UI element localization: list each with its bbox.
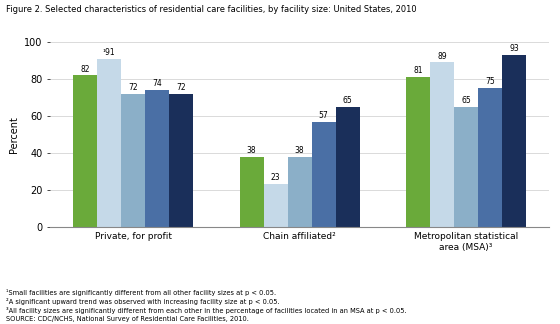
Text: 72: 72 <box>128 83 138 92</box>
Text: 75: 75 <box>486 77 495 87</box>
Bar <box>264 184 288 227</box>
Bar <box>288 156 311 227</box>
Bar <box>97 59 121 227</box>
Text: ¹91: ¹91 <box>102 48 115 57</box>
Bar <box>73 75 97 227</box>
Text: 74: 74 <box>152 79 162 88</box>
Y-axis label: Percent: Percent <box>9 116 19 153</box>
Text: 81: 81 <box>413 66 423 75</box>
Text: 65: 65 <box>461 96 471 105</box>
Bar <box>240 156 264 227</box>
Bar <box>311 122 335 227</box>
Text: Figure 2. Selected characteristics of residential care facilities, by facility s: Figure 2. Selected characteristics of re… <box>6 5 416 14</box>
Bar <box>406 77 430 227</box>
Text: 38: 38 <box>295 146 305 155</box>
Bar <box>335 107 360 227</box>
Text: ¹Small facilities are significantly different from all other facility sizes at p: ¹Small facilities are significantly diff… <box>6 289 406 322</box>
Bar <box>454 107 478 227</box>
Bar <box>478 88 502 227</box>
Text: 38: 38 <box>247 146 256 155</box>
Text: 23: 23 <box>271 173 281 182</box>
Bar <box>169 94 193 227</box>
Bar <box>121 94 145 227</box>
Text: 93: 93 <box>509 44 519 53</box>
Text: 57: 57 <box>319 111 329 120</box>
Text: 72: 72 <box>176 83 186 92</box>
Text: 65: 65 <box>343 96 352 105</box>
Bar <box>502 55 526 227</box>
Bar <box>430 63 454 227</box>
Text: 89: 89 <box>437 52 447 61</box>
Bar <box>145 90 169 227</box>
Text: 82: 82 <box>80 64 90 74</box>
